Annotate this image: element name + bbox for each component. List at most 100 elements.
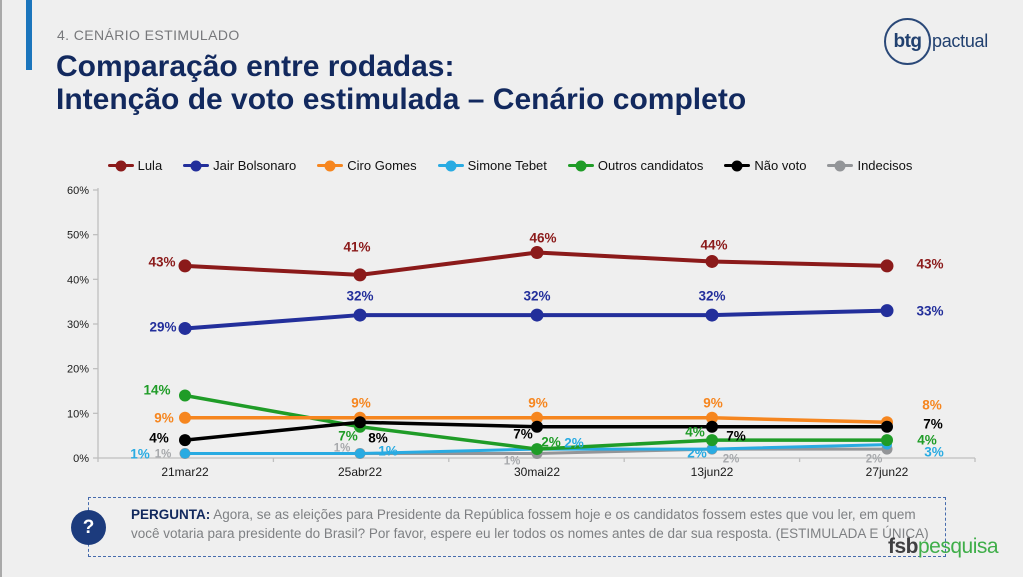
- data-label: 43%: [148, 255, 175, 270]
- data-point: [179, 411, 191, 424]
- question-box: PERGUNTA: Agora, se as eleições para Pre…: [88, 497, 946, 557]
- chart-canvas: 0% 10% 20% 30% 40% 50% 60% 21mar22 25abr22 30mai2…: [67, 185, 976, 479]
- fsb-pesquisa-logo: fsbpesquisa: [888, 535, 999, 559]
- data-point: [178, 259, 192, 273]
- window-edge-line: [0, 0, 2, 577]
- data-label: 1%: [155, 449, 172, 461]
- data-label: 4%: [685, 425, 705, 440]
- data-label: 2%: [866, 454, 883, 466]
- legend-marker-icon: [827, 160, 854, 171]
- title-line-1: Comparação entre rodadas:: [56, 50, 455, 83]
- btg-pactual-logo: btg pactual: [884, 18, 988, 65]
- legend-item-6: Indecisos: [827, 158, 912, 173]
- legend-marker-icon: [567, 160, 594, 171]
- legend-marker-dot: [731, 160, 743, 171]
- data-point: [531, 420, 543, 433]
- legend-label: Lula: [137, 158, 163, 173]
- data-point: [179, 389, 191, 402]
- data-label: 29%: [149, 320, 176, 335]
- page-title: Comparação entre rodadas: Intenção de vo…: [56, 50, 746, 116]
- legend-label: Ciro Gomes: [347, 158, 417, 173]
- data-point: [354, 416, 366, 429]
- data-label: 7%: [338, 429, 358, 444]
- data-point: [880, 304, 894, 318]
- x-axis-label: 27jun22: [866, 465, 909, 479]
- data-label: 8%: [922, 398, 942, 413]
- legend-marker-dot: [834, 160, 846, 171]
- data-label: 44%: [700, 238, 727, 253]
- y-tick-label: 60%: [67, 185, 89, 197]
- data-label: 7%: [923, 417, 943, 432]
- legend-marker-dot: [190, 160, 202, 171]
- y-tick-label: 0%: [73, 453, 89, 465]
- data-point: [881, 420, 893, 433]
- data-label: 46%: [529, 231, 556, 246]
- data-label: 2%: [541, 435, 561, 450]
- data-label: 8%: [368, 431, 388, 446]
- data-label: 41%: [343, 240, 370, 255]
- chart-legend: Lula Jair Bolsonaro Ciro Gomes Simone Tebet…: [60, 158, 960, 173]
- data-label: 32%: [698, 289, 725, 304]
- data-label: 1%: [378, 444, 398, 459]
- x-axis-label: 30mai22: [514, 465, 560, 479]
- y-tick-label: 30%: [67, 319, 89, 331]
- data-point: [531, 443, 543, 456]
- data-point: [706, 434, 718, 447]
- fsb-logo-bold: fsb: [888, 535, 919, 558]
- data-label: 9%: [154, 411, 174, 426]
- x-axis-label: 25abr22: [338, 465, 382, 479]
- legend-item-0: Lula: [107, 158, 163, 173]
- x-axis-label: 21mar22: [161, 465, 209, 479]
- data-label: 7%: [726, 429, 746, 444]
- legend-item-2: Ciro Gomes: [317, 158, 417, 173]
- y-tick-label: 50%: [67, 230, 89, 242]
- legend-label: Outros candidatos: [597, 158, 704, 173]
- legend-marker-icon: [107, 160, 134, 171]
- legend-marker-icon: [724, 160, 751, 171]
- data-point: [353, 308, 367, 322]
- question-label: PERGUNTA:: [131, 507, 211, 522]
- section-kicker: 4. CENÁRIO ESTIMULADO: [57, 27, 240, 43]
- data-label: 4%: [149, 431, 169, 446]
- question-text-block: PERGUNTA: Agora, se as eleições para Pre…: [131, 505, 931, 543]
- btg-logo-circle: btg: [884, 18, 931, 65]
- data-point: [707, 444, 717, 455]
- data-point: [706, 411, 718, 424]
- data-label: 7%: [513, 427, 533, 442]
- data-point: [705, 254, 719, 268]
- data-label: 4%: [917, 433, 937, 448]
- legend-item-1: Jair Bolsonaro: [183, 158, 296, 173]
- data-point: [531, 411, 543, 424]
- legend-marker-icon: [317, 160, 344, 171]
- data-label: 14%: [143, 383, 170, 398]
- data-point: [179, 434, 191, 447]
- legend-marker-dot: [115, 160, 127, 171]
- data-point: [180, 448, 190, 459]
- y-tick-label: 10%: [67, 408, 89, 420]
- question-mark-icon: ?: [71, 510, 106, 545]
- data-label: 33%: [916, 304, 943, 319]
- accent-bar: [26, 0, 32, 70]
- y-tick-label: 20%: [67, 364, 89, 376]
- data-label: 2%: [687, 446, 707, 461]
- legend-marker-dot: [575, 160, 587, 171]
- y-tick-label: 40%: [67, 274, 89, 286]
- legend-label: Indecisos: [857, 158, 913, 173]
- data-label: 9%: [528, 396, 548, 411]
- legend-marker-icon: [437, 160, 464, 171]
- fsb-logo-rest: pesquisa: [918, 535, 999, 558]
- data-point: [706, 420, 718, 433]
- data-point: [881, 434, 893, 447]
- data-label: 32%: [523, 289, 550, 304]
- data-label: 9%: [351, 396, 371, 411]
- btg-logo-bold: btg: [893, 30, 922, 52]
- data-label: 9%: [703, 396, 723, 411]
- data-point: [705, 308, 719, 322]
- btg-logo-rest: pactual: [932, 31, 988, 51]
- data-label: 2%: [564, 436, 584, 451]
- legend-item-3: Simone Tebet: [437, 158, 547, 173]
- data-label: 1%: [504, 456, 521, 468]
- data-point: [355, 448, 365, 459]
- legend-label: Não voto: [754, 158, 807, 173]
